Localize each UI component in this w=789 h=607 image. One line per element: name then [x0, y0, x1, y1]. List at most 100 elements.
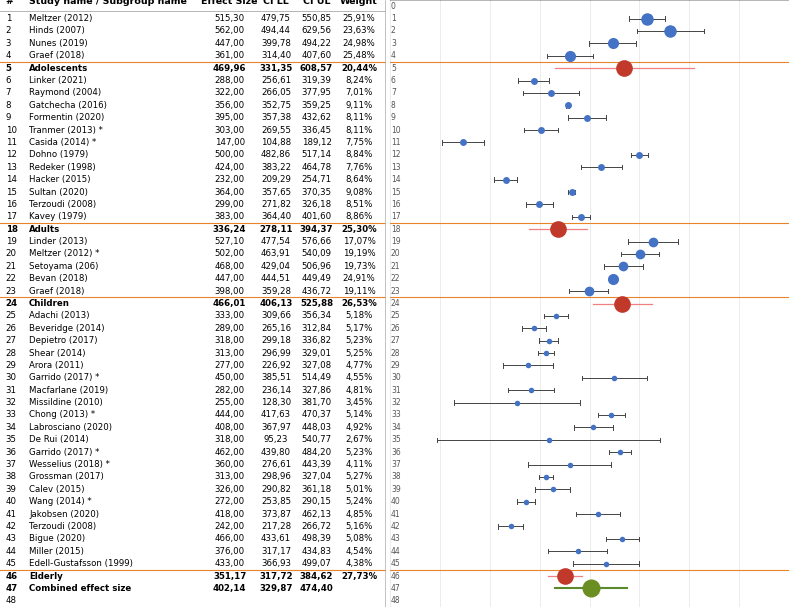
Text: 562,00: 562,00: [215, 27, 245, 35]
Point: [522, 361, 534, 370]
Text: 7: 7: [391, 89, 396, 97]
Text: 242,00: 242,00: [215, 522, 245, 531]
Text: 361,00: 361,00: [215, 51, 245, 60]
Point: [605, 410, 618, 420]
Text: 477,54: 477,54: [261, 237, 291, 246]
Text: 256,61: 256,61: [261, 76, 291, 85]
Text: 48: 48: [391, 596, 401, 605]
Point: [633, 150, 645, 160]
Text: 376,00: 376,00: [215, 547, 245, 556]
Text: Raymond (2004): Raymond (2004): [29, 89, 101, 97]
Text: 394,37: 394,37: [300, 225, 334, 234]
Text: 24: 24: [391, 299, 401, 308]
Text: 2: 2: [6, 27, 11, 35]
Text: 15: 15: [6, 188, 17, 197]
Text: Children: Children: [29, 299, 70, 308]
Point: [519, 497, 532, 507]
Text: 474,40: 474,40: [300, 584, 334, 593]
Text: 4,77%: 4,77%: [346, 361, 372, 370]
Text: 466,01: 466,01: [213, 299, 246, 308]
Text: Chong (2013) *: Chong (2013) *: [29, 410, 95, 419]
Text: 406,13: 406,13: [260, 299, 293, 308]
Text: 24,91%: 24,91%: [342, 274, 376, 283]
Point: [607, 38, 619, 48]
Text: 576,66: 576,66: [301, 237, 331, 246]
Text: Wesselius (2018) *: Wesselius (2018) *: [29, 460, 110, 469]
Text: Jakobsen (2020): Jakobsen (2020): [29, 510, 99, 518]
Text: 464,78: 464,78: [301, 163, 331, 172]
Text: 189,12: 189,12: [301, 138, 331, 147]
Point: [504, 521, 517, 531]
Point: [559, 571, 571, 581]
Text: 402,14: 402,14: [213, 584, 246, 593]
Text: 17: 17: [391, 212, 401, 222]
Text: 19,73%: 19,73%: [342, 262, 376, 271]
Text: 217,28: 217,28: [261, 522, 291, 531]
Text: Grossman (2017): Grossman (2017): [29, 472, 103, 481]
Text: 8,51%: 8,51%: [346, 200, 372, 209]
Text: Hacker (2015): Hacker (2015): [29, 175, 91, 184]
Text: 37: 37: [6, 460, 17, 469]
Point: [540, 472, 552, 482]
Point: [528, 324, 540, 333]
Text: 3: 3: [391, 39, 396, 48]
Text: 608,57: 608,57: [300, 64, 333, 73]
Text: 20: 20: [391, 249, 401, 259]
Text: 463,91: 463,91: [261, 249, 291, 259]
Text: 290,82: 290,82: [261, 485, 291, 494]
Text: 527,10: 527,10: [215, 237, 245, 246]
Text: 333,00: 333,00: [215, 311, 245, 320]
Text: 351,17: 351,17: [213, 572, 246, 580]
Text: 314,40: 314,40: [261, 51, 291, 60]
Text: Bigue (2020): Bigue (2020): [29, 534, 85, 543]
Text: 5,08%: 5,08%: [346, 534, 372, 543]
Text: 1: 1: [391, 14, 396, 23]
Text: 289,00: 289,00: [215, 324, 245, 333]
Text: 318,00: 318,00: [215, 336, 245, 345]
Text: 417,63: 417,63: [261, 410, 291, 419]
Point: [540, 348, 552, 358]
Text: Nunes (2019): Nunes (2019): [29, 39, 88, 48]
Text: 28: 28: [6, 348, 17, 358]
Text: 1: 1: [6, 14, 11, 23]
Text: 479,75: 479,75: [261, 14, 291, 23]
Text: 20: 20: [6, 249, 17, 259]
Text: 383,22: 383,22: [261, 163, 291, 172]
Text: 502,00: 502,00: [215, 249, 245, 259]
Text: 364,00: 364,00: [215, 188, 245, 197]
Point: [617, 262, 630, 271]
Text: 20,44%: 20,44%: [341, 64, 377, 73]
Point: [634, 249, 647, 259]
Text: Elderly: Elderly: [29, 572, 62, 580]
Point: [563, 51, 576, 61]
Text: 352,75: 352,75: [261, 101, 291, 110]
Text: Depietro (2017): Depietro (2017): [29, 336, 98, 345]
Text: 9: 9: [6, 113, 11, 122]
Text: 498,39: 498,39: [301, 534, 331, 543]
Text: 8,24%: 8,24%: [346, 76, 372, 85]
Text: Graef (2018): Graef (2018): [29, 287, 84, 296]
Point: [527, 76, 540, 86]
Text: Linder (2013): Linder (2013): [29, 237, 88, 246]
Text: 2,67%: 2,67%: [346, 435, 372, 444]
Text: 5,14%: 5,14%: [346, 410, 372, 419]
Text: 31: 31: [6, 385, 17, 395]
Text: 46: 46: [391, 572, 401, 580]
Text: 401,60: 401,60: [301, 212, 331, 222]
Text: 95,23: 95,23: [264, 435, 288, 444]
Text: 29: 29: [6, 361, 17, 370]
Text: 36: 36: [6, 447, 17, 456]
Text: 5,23%: 5,23%: [346, 447, 372, 456]
Text: 266,05: 266,05: [261, 89, 291, 97]
Text: 40: 40: [6, 497, 17, 506]
Text: 38: 38: [6, 472, 17, 481]
Text: 299,00: 299,00: [215, 200, 245, 209]
Text: Adults: Adults: [29, 225, 60, 234]
Text: Macfarlane (2019): Macfarlane (2019): [29, 385, 108, 395]
Text: 4: 4: [391, 51, 396, 60]
Point: [565, 187, 578, 197]
Text: 44: 44: [6, 547, 17, 556]
Text: 331,35: 331,35: [260, 64, 293, 73]
Text: Kavey (1979): Kavey (1979): [29, 212, 87, 222]
Text: 7,75%: 7,75%: [346, 138, 372, 147]
